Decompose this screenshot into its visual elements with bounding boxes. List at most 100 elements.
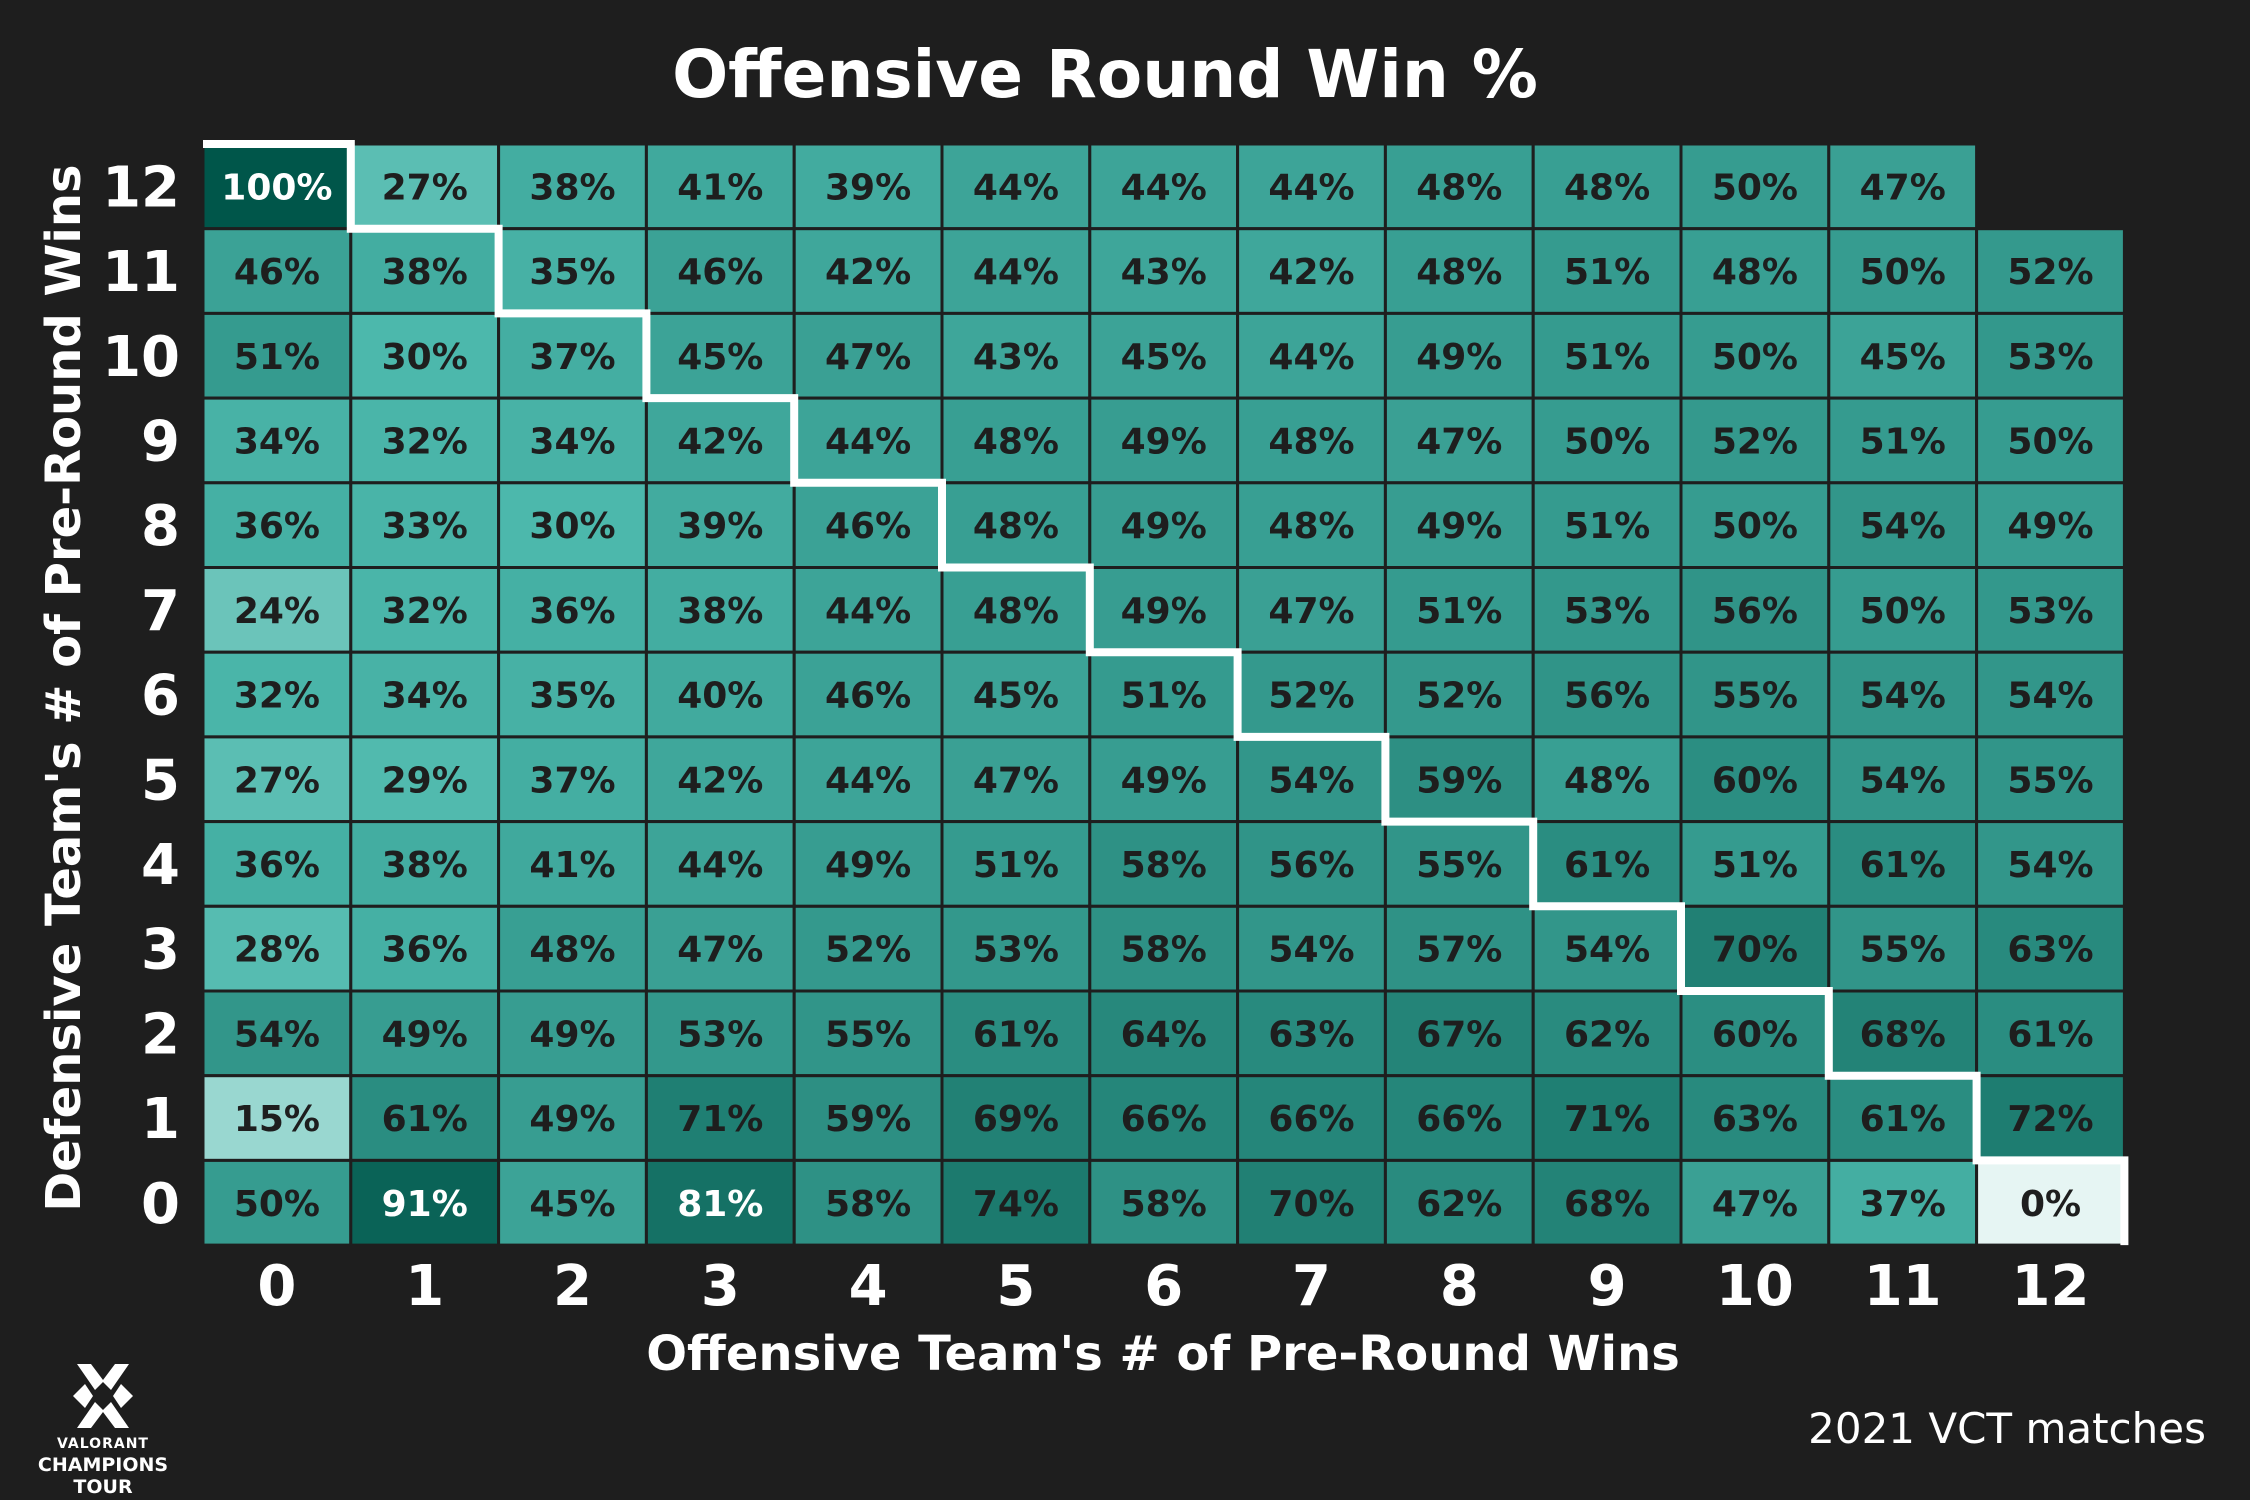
y-tick-label: 12 [102,155,180,220]
x-tick-label: 3 [701,1254,740,1319]
cell-value-label: 58% [1121,1184,1207,1225]
cell-value-label: 45% [677,337,763,378]
x-axis-label: Offensive Team's # of Pre-Round Wins [646,1326,1680,1382]
heatmap-cell [1531,650,1683,739]
cell-value-label: 50% [1860,252,1946,293]
heatmap-cell [644,311,796,400]
cell-value-label: 49% [529,1099,615,1140]
cell-value-label: 39% [825,167,911,208]
y-tick-label: 2 [141,1002,180,1067]
cell-value-label: 55% [1712,676,1798,717]
cell-value-label: 54% [1860,676,1946,717]
heatmap-cell [1679,311,1831,400]
cell-value-label: 50% [1564,421,1650,462]
heatmap-cell [1383,735,1535,824]
cell-value-label: 69% [973,1099,1059,1140]
x-tick-label: 5 [996,1254,1035,1319]
cell-value-label: 52% [1268,676,1354,717]
cell-value-label: 50% [1860,591,1946,632]
cell-value-label: 32% [234,676,320,717]
heatmap-cell [940,566,1092,654]
heatmap-cell [349,142,501,231]
cell-value-label: 38% [382,252,468,293]
cell-value-label: 36% [529,591,615,632]
cell-value-label: 52% [1712,421,1798,462]
vct-emblem-icon [73,1364,133,1428]
heatmap-cell [1088,396,1240,485]
heatmap-cell [1531,142,1683,231]
cell-value-label: 49% [825,845,911,886]
heatmap-cell [497,1074,648,1162]
heatmap-cell [349,1158,501,1247]
cell-value-label: 38% [677,591,763,632]
cell-value-label: 44% [1268,337,1354,378]
heatmap-cell [349,566,501,654]
heatmap-cell [940,311,1092,400]
cell-value-label: 39% [677,506,763,547]
cell-value-label: 56% [1564,676,1650,717]
heatmap-cell [497,481,648,569]
cell-value-label: 44% [677,845,763,886]
y-tick-label: 0 [141,1172,180,1237]
heatmap-cell [1531,904,1683,993]
cell-value-label: 15% [234,1099,320,1140]
cell-value-label: 64% [1121,1014,1207,1055]
heatmap-cell [1383,1074,1535,1162]
cell-value-label: 55% [825,1014,911,1055]
cell-value-label: 37% [529,760,615,801]
cell-value-label: 81% [677,1184,763,1225]
cell-value-label: 66% [1416,1099,1502,1140]
heatmap-cell [1088,735,1240,824]
cell-value-label: 49% [1121,591,1207,632]
y-tick-label: 4 [141,833,180,898]
cell-value-label: 51% [1564,337,1650,378]
logo-line2: CHAMPIONS TOUR [37,1454,169,1498]
cell-value-label: 48% [1712,252,1798,293]
heatmap-cell [1236,481,1387,569]
cell-value-label: 91% [382,1184,468,1225]
heatmap-cell [1236,650,1387,739]
cell-value-label: 59% [825,1099,911,1140]
cell-value-label: 56% [1268,845,1354,886]
cell-value-label: 48% [1416,167,1502,208]
heatmap-cell [792,650,944,739]
heatmap-cell [1088,1074,1240,1162]
heatmap-cell [940,735,1092,824]
cell-value-label: 38% [529,167,615,208]
cell-value-label: 45% [1121,337,1207,378]
cell-value-label: 46% [825,676,911,717]
heatmap-cell [1236,566,1387,654]
cell-value-label: 55% [1860,930,1946,971]
cell-value-label: 50% [2007,421,2093,462]
cell-value-label: 55% [1416,845,1502,886]
cell-value-label: 62% [1564,1014,1650,1055]
cell-value-label: 47% [1860,167,1946,208]
cell-value-label: 27% [382,167,468,208]
y-tick-label: 9 [141,409,180,474]
heatmap-cell [1679,227,1831,315]
x-tick-label: 0 [257,1254,296,1319]
heatmap-cell [1088,650,1240,739]
heatmap-cell [1236,1158,1387,1247]
cell-value-label: 24% [234,591,320,632]
cell-value-label: 49% [529,1014,615,1055]
y-tick-label: 10 [102,325,180,390]
heatmap-cell [644,820,796,908]
cell-value-label: 42% [677,421,763,462]
heatmap-cell [1383,396,1535,485]
cell-value-label: 56% [1712,591,1798,632]
cell-value-label: 48% [973,591,1059,632]
logo-line1: VALORANT [57,1436,149,1452]
cell-value-label: 36% [234,845,320,886]
cell-value-label: 53% [677,1014,763,1055]
cell-value-label: 51% [1564,252,1650,293]
x-tick-label: 10 [1716,1254,1794,1319]
cell-value-label: 54% [1860,506,1946,547]
cell-value-label: 53% [2007,337,2093,378]
x-tick-label: 1 [405,1254,444,1319]
cell-value-label: 74% [973,1184,1059,1225]
heatmap-cell [1975,904,2126,993]
cell-value-label: 48% [1564,760,1650,801]
cell-value-label: 43% [1121,252,1207,293]
